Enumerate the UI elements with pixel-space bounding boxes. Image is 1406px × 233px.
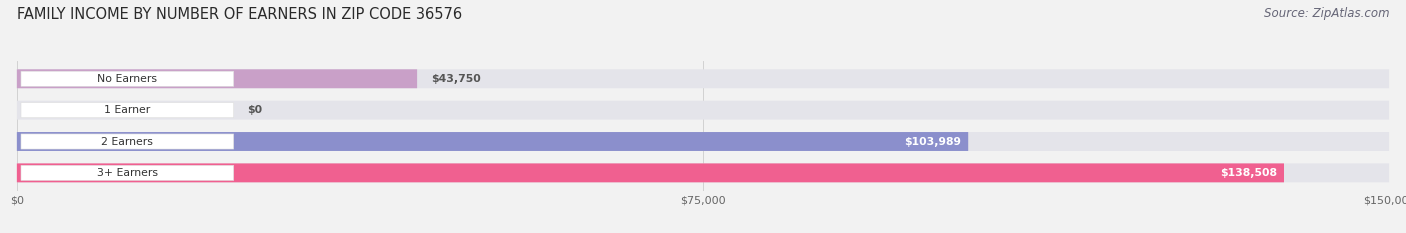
FancyBboxPatch shape bbox=[21, 71, 233, 86]
Text: $138,508: $138,508 bbox=[1220, 168, 1277, 178]
Text: Source: ZipAtlas.com: Source: ZipAtlas.com bbox=[1264, 7, 1389, 20]
Text: $0: $0 bbox=[247, 105, 263, 115]
FancyBboxPatch shape bbox=[17, 163, 1284, 182]
FancyBboxPatch shape bbox=[21, 134, 233, 149]
FancyBboxPatch shape bbox=[17, 132, 969, 151]
Text: 1 Earner: 1 Earner bbox=[104, 105, 150, 115]
Text: 3+ Earners: 3+ Earners bbox=[97, 168, 157, 178]
FancyBboxPatch shape bbox=[17, 69, 418, 88]
Text: FAMILY INCOME BY NUMBER OF EARNERS IN ZIP CODE 36576: FAMILY INCOME BY NUMBER OF EARNERS IN ZI… bbox=[17, 7, 463, 22]
FancyBboxPatch shape bbox=[17, 101, 1389, 120]
FancyBboxPatch shape bbox=[21, 103, 233, 118]
Text: $43,750: $43,750 bbox=[430, 74, 481, 84]
FancyBboxPatch shape bbox=[17, 69, 1389, 88]
Text: $103,989: $103,989 bbox=[904, 137, 962, 147]
FancyBboxPatch shape bbox=[17, 132, 1389, 151]
FancyBboxPatch shape bbox=[17, 163, 1389, 182]
Text: No Earners: No Earners bbox=[97, 74, 157, 84]
Text: 2 Earners: 2 Earners bbox=[101, 137, 153, 147]
FancyBboxPatch shape bbox=[21, 165, 233, 180]
